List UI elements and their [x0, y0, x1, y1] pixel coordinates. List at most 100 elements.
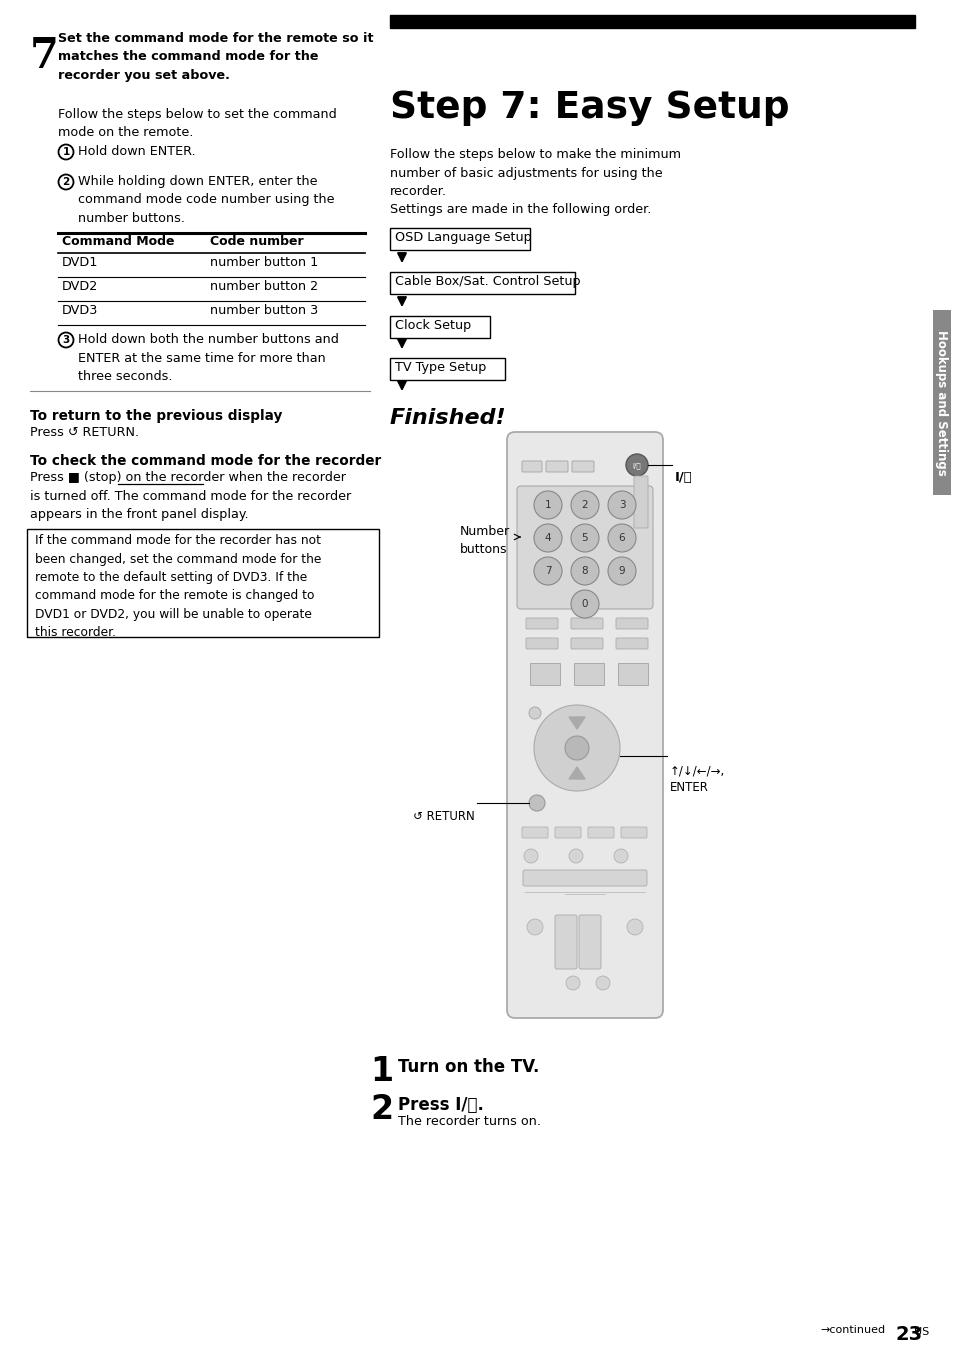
Polygon shape	[568, 767, 584, 779]
FancyBboxPatch shape	[521, 827, 547, 838]
Circle shape	[565, 976, 579, 990]
Bar	[390, 15, 914, 28]
Text: 1: 1	[370, 1055, 393, 1088]
FancyBboxPatch shape	[525, 638, 558, 649]
Circle shape	[607, 557, 636, 585]
Text: 3: 3	[62, 335, 70, 345]
Circle shape	[571, 525, 598, 552]
Text: Finished!: Finished!	[390, 408, 506, 429]
Circle shape	[571, 589, 598, 618]
Text: US: US	[913, 1328, 928, 1337]
Text: ↺ RETURN: ↺ RETURN	[413, 810, 475, 823]
Text: TV Type Setup: TV Type Setup	[395, 361, 486, 375]
Text: I/⏻: I/⏻	[632, 462, 640, 469]
Text: Hold down both the number buttons and
ENTER at the same time for more than
three: Hold down both the number buttons and EN…	[78, 333, 338, 383]
FancyBboxPatch shape	[555, 915, 577, 969]
Text: 4: 4	[544, 533, 551, 544]
Text: number button 3: number button 3	[210, 304, 318, 316]
FancyBboxPatch shape	[390, 316, 490, 338]
Text: 1: 1	[62, 147, 70, 157]
Text: 8: 8	[581, 566, 588, 576]
Circle shape	[526, 919, 542, 936]
Text: Number
buttons: Number buttons	[459, 525, 510, 556]
Text: number button 1: number button 1	[210, 256, 318, 269]
FancyBboxPatch shape	[571, 618, 602, 629]
Circle shape	[523, 849, 537, 863]
FancyBboxPatch shape	[390, 228, 530, 250]
Text: number button 2: number button 2	[210, 280, 317, 293]
FancyBboxPatch shape	[618, 662, 647, 685]
Circle shape	[534, 557, 561, 585]
FancyBboxPatch shape	[587, 827, 614, 838]
FancyBboxPatch shape	[572, 461, 594, 472]
Text: 3: 3	[618, 500, 624, 510]
Circle shape	[607, 525, 636, 552]
Text: 7: 7	[544, 566, 551, 576]
FancyBboxPatch shape	[27, 529, 378, 637]
FancyBboxPatch shape	[571, 638, 602, 649]
Polygon shape	[568, 717, 584, 729]
FancyBboxPatch shape	[517, 485, 652, 608]
Text: 2: 2	[370, 1092, 393, 1126]
FancyBboxPatch shape	[390, 358, 504, 380]
Text: 5: 5	[581, 533, 588, 544]
Text: While holding down ENTER, enter the
command mode code number using the
number bu: While holding down ENTER, enter the comm…	[78, 174, 335, 224]
Text: DVD3: DVD3	[62, 304, 98, 316]
Circle shape	[626, 919, 642, 936]
Circle shape	[571, 491, 598, 519]
Circle shape	[607, 491, 636, 519]
Text: DVD2: DVD2	[62, 280, 98, 293]
FancyBboxPatch shape	[530, 662, 559, 685]
Text: →continued: →continued	[820, 1325, 884, 1334]
FancyBboxPatch shape	[620, 827, 646, 838]
Text: Hold down ENTER.: Hold down ENTER.	[78, 145, 195, 158]
Text: If the command mode for the recorder has not
been changed, set the command mode : If the command mode for the recorder has…	[35, 534, 321, 639]
Text: Set the command mode for the remote so it
matches the command mode for the
recor: Set the command mode for the remote so i…	[58, 32, 374, 82]
Circle shape	[564, 735, 588, 760]
FancyBboxPatch shape	[522, 869, 646, 886]
Text: OSD Language Setup: OSD Language Setup	[395, 231, 531, 243]
FancyBboxPatch shape	[390, 272, 575, 293]
Text: I/⏻: I/⏻	[675, 470, 692, 484]
Text: Clock Setup: Clock Setup	[395, 319, 471, 333]
Text: Hookups and Settings: Hookups and Settings	[935, 330, 947, 476]
FancyBboxPatch shape	[521, 461, 541, 472]
Circle shape	[534, 525, 561, 552]
Text: To check the command mode for the recorder: To check the command mode for the record…	[30, 454, 381, 468]
FancyBboxPatch shape	[545, 461, 567, 472]
Text: Turn on the TV.: Turn on the TV.	[397, 1059, 538, 1076]
Text: Cable Box/Sat. Control Setup: Cable Box/Sat. Control Setup	[395, 274, 580, 288]
Text: Step 7: Easy Setup: Step 7: Easy Setup	[390, 91, 789, 126]
Text: 2: 2	[581, 500, 588, 510]
Circle shape	[568, 849, 582, 863]
Text: 6: 6	[618, 533, 624, 544]
Circle shape	[571, 557, 598, 585]
Circle shape	[571, 707, 582, 719]
Text: 1: 1	[544, 500, 551, 510]
FancyBboxPatch shape	[506, 433, 662, 1018]
Text: Press I/⏻.: Press I/⏻.	[397, 1096, 483, 1114]
Text: Press ↺ RETURN.: Press ↺ RETURN.	[30, 426, 139, 439]
Text: Follow the steps below to set the command
mode on the remote.: Follow the steps below to set the comman…	[58, 108, 336, 139]
Text: Follow the steps below to make the minimum
number of basic adjustments for using: Follow the steps below to make the minim…	[390, 147, 680, 216]
FancyBboxPatch shape	[555, 827, 580, 838]
Text: 7: 7	[30, 35, 59, 77]
FancyBboxPatch shape	[574, 662, 603, 685]
Text: 0: 0	[581, 599, 588, 608]
Circle shape	[529, 795, 544, 811]
Bar	[932, 310, 950, 495]
Circle shape	[534, 704, 619, 791]
FancyBboxPatch shape	[578, 915, 600, 969]
Text: 23: 23	[895, 1325, 923, 1344]
FancyBboxPatch shape	[634, 476, 647, 529]
Text: Code number: Code number	[210, 235, 303, 247]
Circle shape	[534, 491, 561, 519]
FancyBboxPatch shape	[616, 618, 647, 629]
Text: 9: 9	[618, 566, 624, 576]
Circle shape	[614, 849, 627, 863]
FancyBboxPatch shape	[525, 618, 558, 629]
Text: Press ■ (stop) on the recorder when the recorder
is turned off. The command mode: Press ■ (stop) on the recorder when the …	[30, 470, 351, 521]
Text: The recorder turns on.: The recorder turns on.	[397, 1115, 540, 1128]
Text: 2: 2	[62, 177, 70, 187]
Circle shape	[625, 454, 647, 476]
